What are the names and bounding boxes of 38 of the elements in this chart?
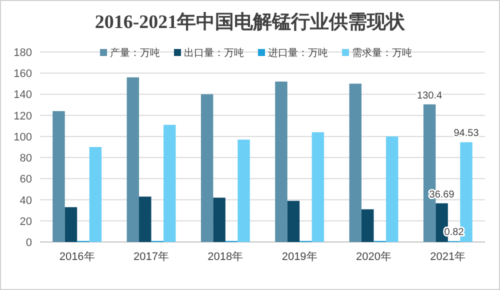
bar xyxy=(287,200,300,242)
y-tick-label: 120 xyxy=(14,110,32,122)
bar xyxy=(275,82,288,242)
y-tick-label: 80 xyxy=(20,152,32,165)
legend-label: 出口量：万吨 xyxy=(184,47,244,59)
bar xyxy=(89,147,102,242)
bar xyxy=(52,111,65,242)
bar xyxy=(238,140,250,242)
y-tick-label: 60 xyxy=(20,174,32,186)
legend-label: 进口量：万吨 xyxy=(268,47,328,59)
data-label: 94.53 xyxy=(454,128,480,140)
bar xyxy=(213,198,226,242)
chart-title: 2016-2021年中国电解锰行业供需现状 xyxy=(94,11,406,33)
bar xyxy=(312,132,324,242)
bar xyxy=(362,209,374,242)
y-tick-label: 100 xyxy=(14,131,32,144)
x-tick-label: 2016年 xyxy=(59,251,95,263)
x-tick-label: 2019年 xyxy=(282,251,318,263)
bar xyxy=(349,84,362,242)
x-tick-label: 2018年 xyxy=(208,251,244,263)
x-tick-label: 2017年 xyxy=(134,251,169,263)
y-tick-label: 0 xyxy=(26,237,32,249)
bar xyxy=(126,77,140,242)
y-tick-label: 180 xyxy=(14,47,32,59)
bar xyxy=(163,124,176,242)
legend-label: 产量：万吨 xyxy=(110,47,160,59)
x-tick-label: 2021年 xyxy=(430,251,466,263)
legend-label: 需求量：万吨 xyxy=(352,47,412,59)
bar xyxy=(139,196,152,242)
y-tick-label: 20 xyxy=(20,216,32,228)
bar xyxy=(200,94,214,242)
y-tick-label: 40 xyxy=(20,194,32,207)
bar xyxy=(64,207,78,242)
bar xyxy=(386,136,398,242)
y-tick-label: 160 xyxy=(14,68,32,80)
x-tick-label: 2020年 xyxy=(356,251,392,263)
data-label: 130.4 xyxy=(417,90,443,102)
y-tick-label: 140 xyxy=(14,89,32,102)
